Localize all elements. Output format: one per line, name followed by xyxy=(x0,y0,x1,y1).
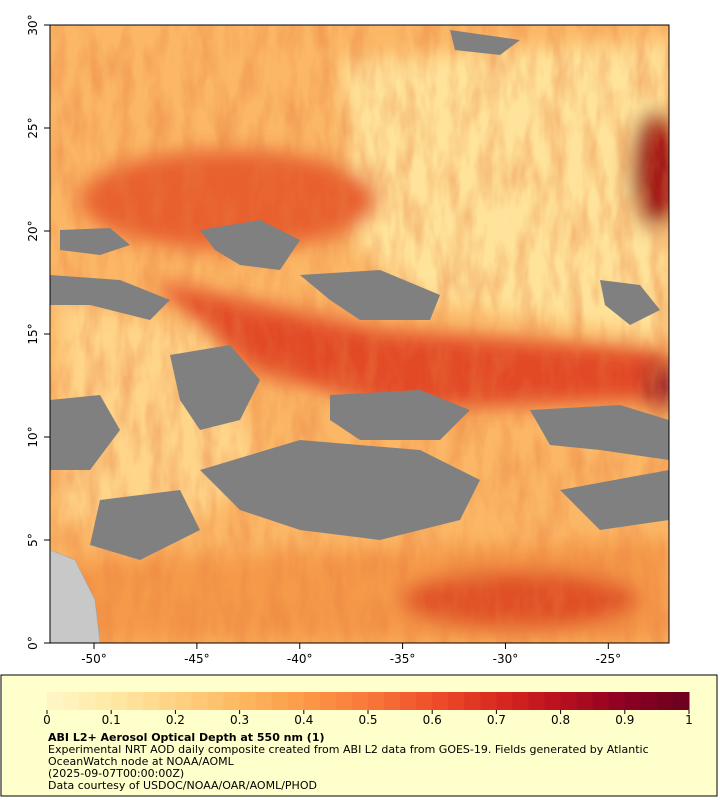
no-data-areas xyxy=(50,30,669,560)
colorbar-segment xyxy=(592,692,610,710)
colorbar-segment xyxy=(480,692,497,710)
colorbar-segment xyxy=(368,692,385,710)
colorbar-segment xyxy=(223,692,241,710)
y-tick-label: 10° xyxy=(26,426,40,447)
colorbar-tick-label: 0.9 xyxy=(615,713,634,727)
colorbar-segment xyxy=(271,692,289,710)
colorbar-segment xyxy=(335,692,353,710)
colorbar-segment xyxy=(640,692,658,710)
y-tick-label: 30° xyxy=(26,14,40,35)
colorbar-segment xyxy=(191,692,208,710)
colorbar-segment xyxy=(576,692,594,710)
colorbar-tick-label: 0.2 xyxy=(166,713,185,727)
x-tick-label: -30° xyxy=(493,652,519,666)
credit: Data courtesy of USDOC/NOAA/OAR/AOML/PHO… xyxy=(48,779,317,792)
colorbar-segment xyxy=(608,692,626,710)
colorbar-segment xyxy=(287,692,305,710)
colorbar-segment xyxy=(111,692,128,710)
x-tick-label: -35° xyxy=(390,652,416,666)
colorbar-segment xyxy=(239,692,257,710)
colorbar-segment xyxy=(448,692,465,710)
colorbar-segment xyxy=(512,692,529,710)
x-tick-label: -50° xyxy=(81,652,107,666)
colorbar-segment xyxy=(384,692,401,710)
x-tick-label: -40° xyxy=(287,652,313,666)
colorbar-segment xyxy=(496,692,513,710)
colorbar-segment xyxy=(528,692,546,710)
land xyxy=(50,549,101,643)
colorbar-segment xyxy=(255,692,273,710)
x-tick-label: -45° xyxy=(184,652,210,666)
colorbar-tick-label: 0.1 xyxy=(102,713,121,727)
x-tick-label: -25° xyxy=(596,652,622,666)
colorbar-tick-label: 0.7 xyxy=(487,713,506,727)
time-stamp: (2025-09-07T00:00:00Z) xyxy=(48,767,185,780)
colorbar-tick-label: 0.8 xyxy=(551,713,570,727)
colorbar-segment xyxy=(624,692,642,710)
colorbar: 0 0.1 0.2 0.3 0.4 0.5 0.6 0.7 0.8 0.9 1 xyxy=(43,692,693,727)
colorbar-segment xyxy=(127,692,144,710)
colorbar-segment xyxy=(544,692,562,710)
colorbar-tick-label: 0 xyxy=(43,713,51,727)
colorbar-segment xyxy=(560,692,578,710)
description: Experimental NRT AOD daily composite cre… xyxy=(48,743,649,768)
colorbar-tick-label: 0.3 xyxy=(230,713,249,727)
y-tick-label: 25° xyxy=(26,117,40,138)
colorbar-segment xyxy=(319,692,337,710)
colorbar-segment xyxy=(207,692,225,710)
colorbar-segment xyxy=(672,692,690,710)
colorbar-segment xyxy=(159,692,176,710)
colorbar-tick-label: 0.4 xyxy=(294,713,313,727)
colorbar-segment xyxy=(400,692,417,710)
colorbar-segment xyxy=(143,692,160,710)
colorbar-segment xyxy=(175,692,192,710)
colorbar-segment xyxy=(656,692,674,710)
colorbar-segment xyxy=(416,692,433,710)
colorbar-segment xyxy=(63,692,80,710)
y-tick-label: 0° xyxy=(26,636,40,650)
colorbar-tick-label: 0.6 xyxy=(423,713,442,727)
caption: ABI L2+ Aerosol Optical Depth at 550 nm … xyxy=(48,732,688,792)
colorbar-segment xyxy=(47,692,64,710)
colorbar-segment xyxy=(303,692,321,710)
map-title: ABI L2+ Aerosol Optical Depth at 550 nm … xyxy=(48,731,325,744)
y-tick-label: 5° xyxy=(26,533,40,547)
y-tick-label: 20° xyxy=(26,220,40,241)
colorbar-segment xyxy=(464,692,481,710)
aod-map xyxy=(50,25,669,643)
colorbar-tick-label: 0.5 xyxy=(358,713,377,727)
colorbar-segment xyxy=(432,692,449,710)
colorbar-segment xyxy=(79,692,96,710)
colorbar-segment xyxy=(95,692,112,710)
colorbar-tick-label: 1 xyxy=(685,713,693,727)
y-tick-label: 15° xyxy=(26,323,40,344)
colorbar-segment xyxy=(351,692,369,710)
